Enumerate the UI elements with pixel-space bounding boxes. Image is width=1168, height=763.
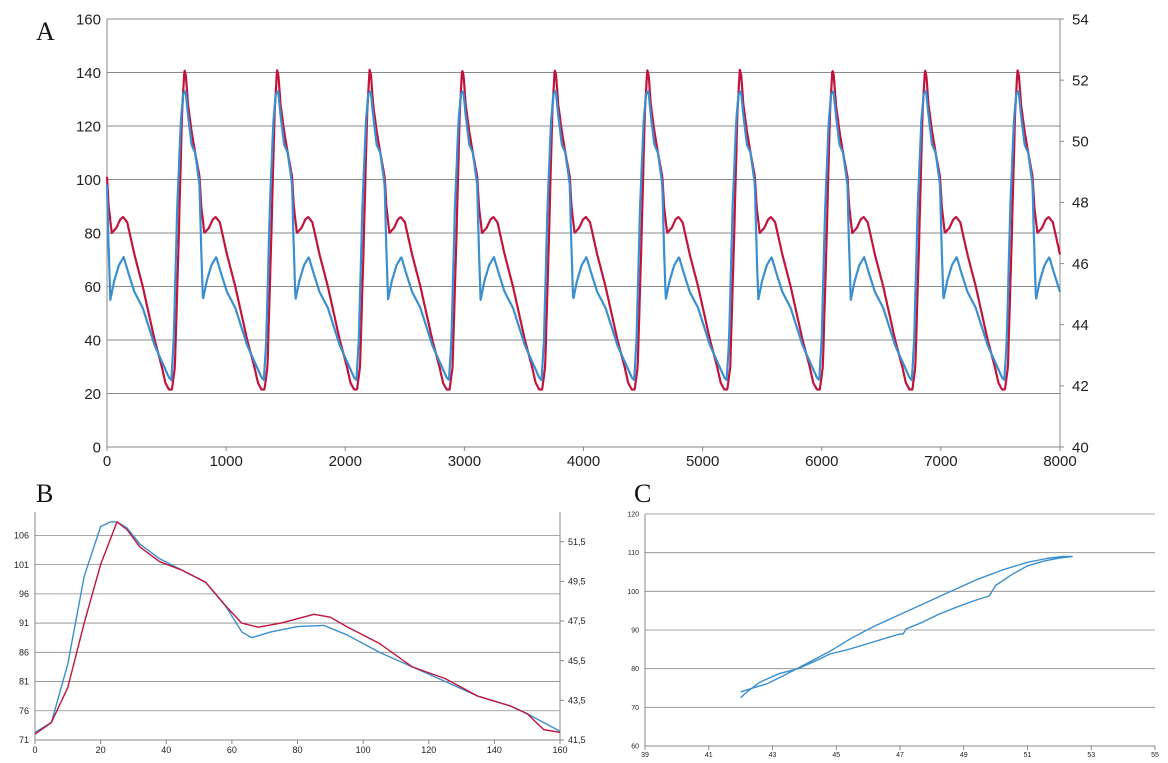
series-line-blue [34, 521, 561, 733]
chart-panel-c: 60 70 80 90 100 110 120 39 41 43 45 47 49 51 53 55 [627, 511, 1159, 759]
y-tick-label-right: 54 [1072, 11, 1089, 28]
y-tick-label-left: 101 [14, 560, 29, 570]
x-tick-label: 20 [96, 745, 106, 755]
y-tick-label-left: 70 [631, 705, 639, 712]
x-tick-label: 5000 [686, 453, 719, 470]
y-tick-label-right: 49,5 [568, 577, 586, 587]
x-tick-label: 140 [487, 745, 502, 755]
panel-c-label: C [634, 479, 651, 508]
chart-panel-a: 0 20 40 60 80 100 120 140 160 40 42 44 46 48 50 52 54 0 10… [76, 11, 1089, 470]
x-tick-label: 8000 [1043, 453, 1076, 470]
y-tick-label-left: 0 [93, 439, 101, 456]
y-tick-label-left: 40 [84, 332, 101, 349]
y-tick-label-left: 140 [76, 65, 101, 82]
y-tick-label-right: 45,5 [568, 656, 586, 666]
x-tick-label: 160 [552, 745, 567, 755]
y-tick-label-left: 76 [19, 706, 29, 716]
y-tick-label-left: 60 [631, 743, 639, 750]
x-tick-label: 53 [1087, 752, 1095, 759]
x-tick-label: 1000 [209, 453, 242, 470]
y-tick-label-left: 110 [628, 550, 639, 557]
y-tick-label-left: 100 [76, 172, 101, 189]
x-tick-label: 60 [227, 745, 237, 755]
x-tick-label: 80 [292, 745, 302, 755]
x-tick-label: 0 [32, 745, 37, 755]
y-tick-label-left: 160 [76, 11, 101, 28]
panel-b-label: B [36, 479, 53, 508]
y-tick-label-right: 41,5 [568, 735, 586, 745]
x-tick-label: 40 [161, 745, 171, 755]
y-tick-label-left: 86 [19, 647, 29, 657]
y-tick-label-right: 46 [1072, 256, 1089, 273]
y-tick-label-right: 51,5 [568, 537, 586, 547]
x-tick-label: 47 [896, 752, 904, 759]
x-tick-label: 49 [960, 752, 968, 759]
y-tick-label-left: 100 [627, 589, 639, 596]
y-tick-label-left: 80 [84, 225, 101, 242]
y-tick-label-left: 120 [76, 118, 101, 135]
y-tick-label-left: 90 [631, 627, 639, 634]
y-tick-label-right: 52 [1072, 72, 1089, 89]
y-tick-label-right: 44 [1072, 317, 1089, 334]
x-tick-label: 120 [421, 745, 436, 755]
x-tick-label: 51 [1024, 752, 1032, 759]
y-tick-label-right: 48 [1072, 195, 1089, 212]
y-tick-label-right: 50 [1072, 134, 1089, 151]
y-tick-label-right: 43,5 [568, 695, 586, 705]
y-tick-label-left: 106 [14, 531, 29, 541]
y-tick-label-left: 80 [631, 666, 639, 673]
series-line-red [105, 68, 1062, 391]
x-tick-label: 39 [641, 752, 649, 759]
y-tick-label-left: 71 [19, 735, 29, 745]
y-tick-label-right: 47,5 [568, 616, 586, 626]
y-tick-label-left: 120 [627, 511, 639, 518]
series-line-red [34, 521, 561, 735]
y-tick-label-right: 40 [1072, 439, 1089, 456]
y-tick-label-left: 81 [19, 677, 29, 687]
chart-panel-b: 71 76 81 86 91 96 101 106 41,5 43,5 45,5 47,5 49,5 51… [14, 512, 586, 755]
y-tick-label-left: 20 [84, 386, 101, 403]
x-tick-label: 4000 [567, 453, 600, 470]
y-tick-label-left: 96 [19, 589, 29, 599]
series-line-blue [105, 90, 1062, 382]
y-tick-label-left: 91 [19, 618, 29, 628]
x-tick-label: 55 [1151, 752, 1159, 759]
y-tick-label-right: 42 [1072, 378, 1089, 395]
x-tick-label: 100 [356, 745, 371, 755]
x-tick-label: 7000 [924, 453, 957, 470]
x-tick-label: 0 [103, 453, 111, 470]
x-tick-label: 45 [832, 752, 840, 759]
x-tick-label: 2000 [329, 453, 362, 470]
panel-a-label: A [36, 17, 55, 46]
series-line-blue [740, 555, 1073, 699]
y-tick-label-left: 60 [84, 279, 101, 296]
x-tick-label: 3000 [448, 453, 481, 470]
x-tick-label: 6000 [805, 453, 838, 470]
x-tick-label: 41 [705, 752, 713, 759]
x-tick-label: 43 [769, 752, 777, 759]
